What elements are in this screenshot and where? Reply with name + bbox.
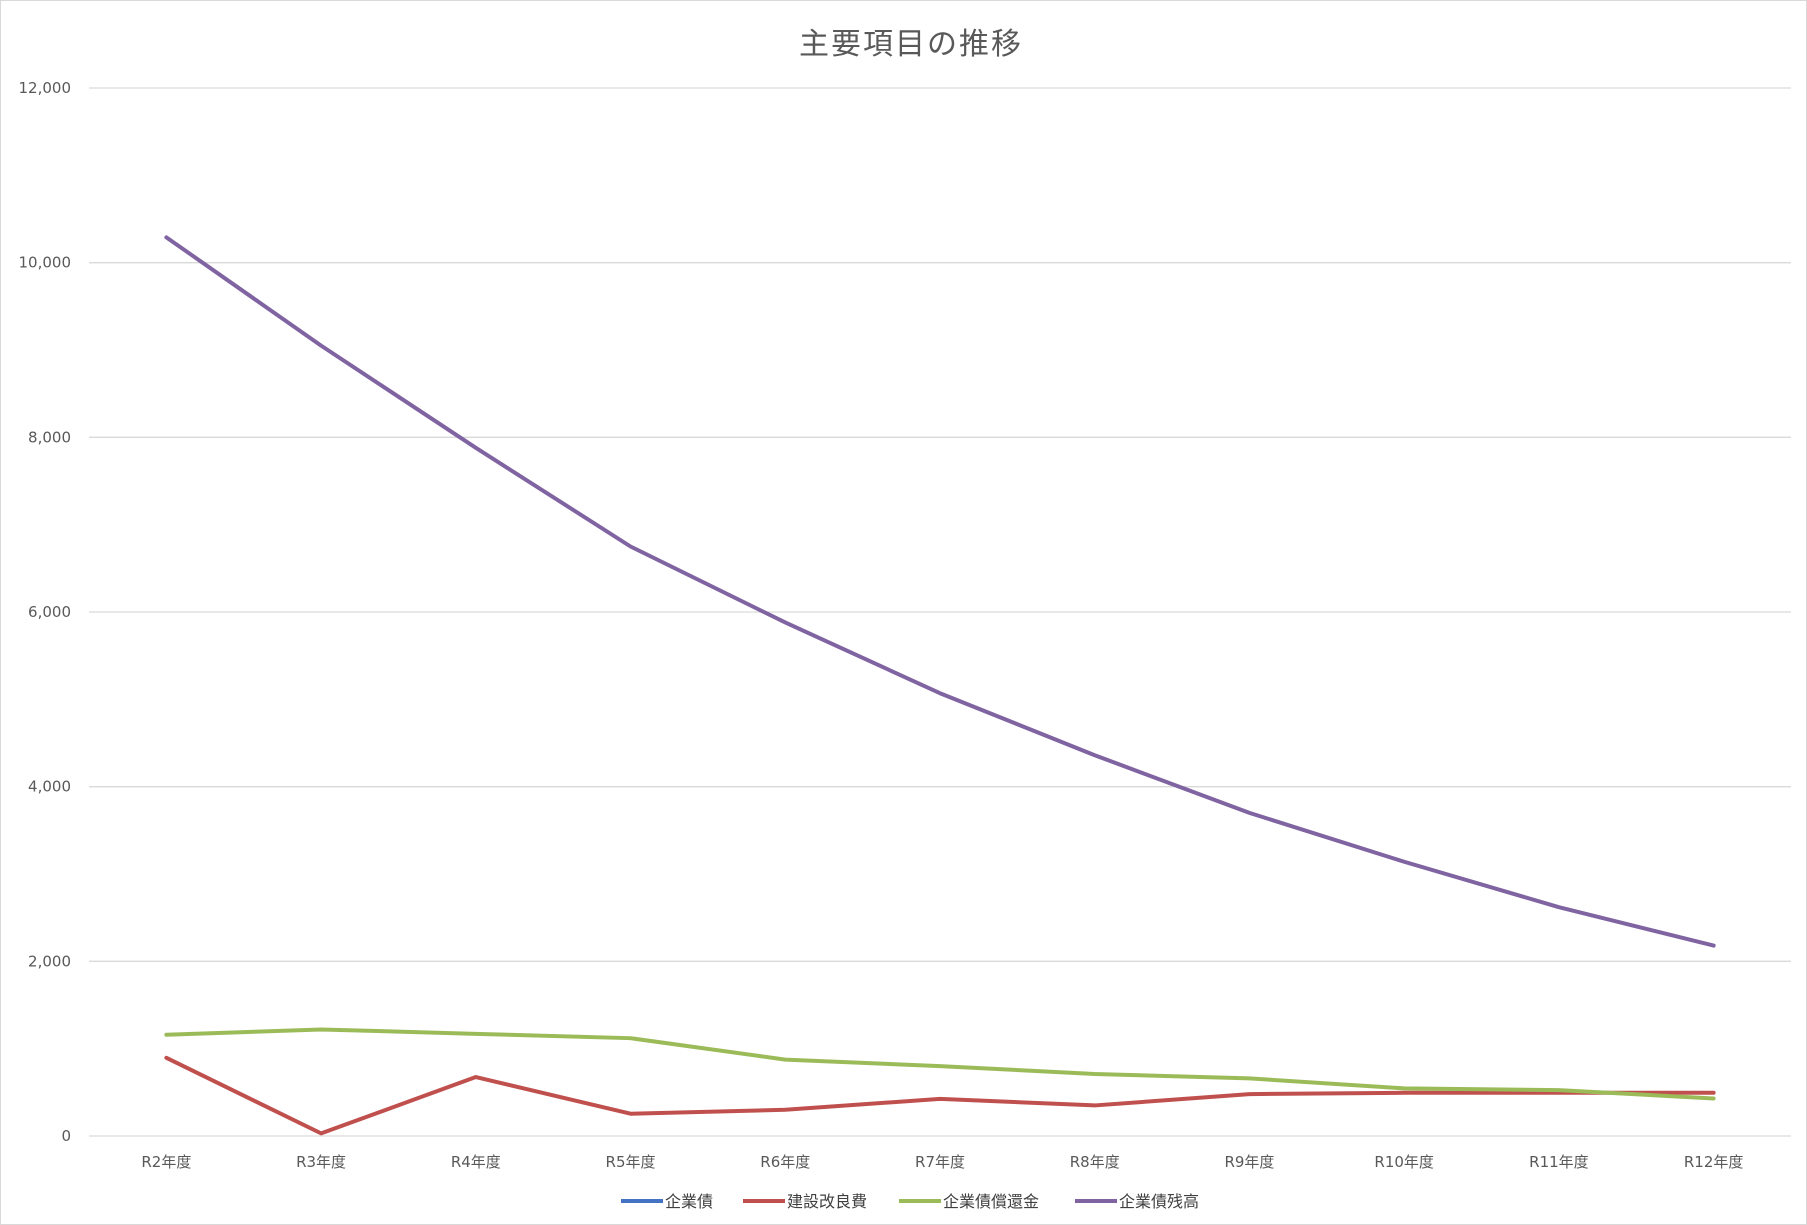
- y-tick-label: 6,000: [28, 603, 71, 621]
- legend-label: 企業債償還金: [943, 1192, 1039, 1211]
- x-tick-label: R8年度: [1070, 1153, 1120, 1171]
- x-axis: R2年度 R3年度 R4年度 R5年度 R6年度 R7年度 R8年度 R9年度 R10年度 R11…: [141, 1153, 1743, 1171]
- x-tick-label: R9年度: [1224, 1153, 1274, 1171]
- series-line-3: [164, 235, 1716, 948]
- y-tick-label: 8,000: [28, 428, 71, 446]
- gridlines: [89, 87, 1791, 1137]
- legend-item: 建設改良費: [743, 1192, 867, 1211]
- x-tick-label: R10年度: [1374, 1153, 1434, 1171]
- legend-label: 建設改良費: [787, 1192, 867, 1211]
- legend-label: 企業債: [665, 1192, 713, 1211]
- x-tick-label: R3年度: [296, 1153, 346, 1171]
- legend-item: 企業債残高: [1075, 1192, 1199, 1211]
- x-tick-label: R4年度: [451, 1153, 501, 1171]
- legend-label: 企業債残高: [1119, 1192, 1199, 1211]
- y-tick-label: 12,000: [19, 79, 72, 97]
- x-tick-label: R11年度: [1529, 1153, 1589, 1171]
- x-tick-label: R6年度: [760, 1153, 810, 1171]
- series-lines: [164, 235, 1716, 1136]
- y-tick-label: 0: [61, 1127, 71, 1145]
- series-line-2: [164, 1027, 1716, 1101]
- legend-item: 企業債: [621, 1192, 713, 1211]
- y-tick-label: 10,000: [19, 254, 72, 272]
- x-tick-label: R2年度: [141, 1153, 191, 1171]
- x-tick-label: R7年度: [915, 1153, 965, 1171]
- legend-item: 企業債償還金: [899, 1192, 1039, 1211]
- chart-title: 主要項目の推移: [799, 27, 1023, 62]
- series-line-1: [164, 1055, 1716, 1136]
- y-axis: 0 2,000 4,000 6,000 8,000 10,000 12,000: [19, 79, 72, 1145]
- y-tick-label: 4,000: [28, 778, 71, 796]
- x-tick-label: R5年度: [606, 1153, 656, 1171]
- legend: 企業債 建設改良費 企業債償還金 企業債残高: [621, 1192, 1199, 1211]
- y-tick-label: 2,000: [28, 952, 71, 970]
- x-tick-label: R12年度: [1684, 1153, 1744, 1171]
